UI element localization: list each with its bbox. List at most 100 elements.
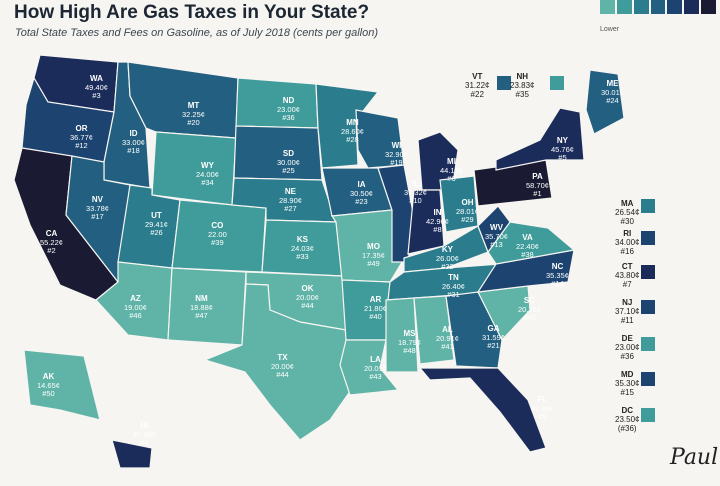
state-tax: 19.00¢ [124, 302, 147, 312]
state-tax: 33.00¢ [122, 137, 145, 147]
state-abbr: OK [301, 284, 314, 293]
state-label-ok: OK 20.00¢ #44 [296, 284, 319, 311]
state-ms [385, 297, 419, 373]
state-rank: #23 [355, 197, 368, 206]
state-label-nv: NV 33.78¢ #17 [86, 195, 109, 222]
state-tax: 28.90¢ [279, 195, 302, 205]
state-tax: 55.22¢ [40, 237, 63, 247]
state-abbr: MT [187, 101, 200, 110]
state-label-nd: ND 23.00¢ #36 [277, 96, 300, 123]
state-tax: 20.00¢ [296, 292, 319, 302]
state-ak [23, 349, 101, 421]
state-abbr: OH [461, 198, 474, 207]
state-rank: #25 [282, 166, 295, 175]
state-label-ky: KY 26.00¢ #32 [436, 245, 459, 272]
state-label-ma: MA 26.54¢ #30 [615, 199, 639, 226]
state-tax: 26.00¢ [436, 253, 459, 263]
state-abbr: KY [441, 245, 454, 254]
state-label-de: DE 23.00¢ #36 [615, 334, 639, 361]
state-label-nj: NJ 37.10¢ #11 [615, 298, 639, 325]
state-rank: #29 [461, 215, 474, 224]
state-abbr: NM [195, 294, 208, 303]
state-abbr: PA [532, 172, 543, 181]
state-tax: 30.01¢ [601, 87, 624, 97]
state-rank: #26 [150, 228, 163, 237]
state-rank: #38 [521, 250, 534, 259]
state-label-ne: NE 28.90¢ #27 [279, 187, 302, 214]
state-abbr: DE [621, 334, 633, 343]
state-rank: #15 [620, 388, 634, 397]
state-label-ri: RI 34.00¢ #16 [615, 229, 639, 256]
state-rank: #32 [441, 262, 454, 271]
state-label-tx: TX 20.00¢ #44 [271, 353, 294, 380]
state-rank: #13 [490, 240, 503, 249]
state-label-in: IN 42.90¢ #8 [426, 208, 449, 235]
state-label-hi: HI 47.88¢ #4 [133, 421, 156, 448]
state-rank: #44 [276, 370, 289, 379]
state-abbr: VA [522, 233, 533, 242]
state-rank: #19 [390, 158, 403, 167]
state-label-oh: OH 28.01¢ #29 [456, 198, 479, 225]
state-rank: #35 [515, 90, 529, 99]
state-abbr: IL [411, 179, 420, 188]
state-label-id: ID 33.00¢ #18 [122, 129, 145, 156]
state-ny [495, 107, 585, 171]
state-rank: #7 [622, 280, 632, 289]
state-label-pa: PA 58.70¢ #1 [526, 172, 549, 199]
state-abbr: RI [623, 229, 632, 238]
state-rank: #39 [211, 238, 224, 247]
state-tax: 31.59¢ [482, 332, 505, 342]
state-al [413, 295, 455, 365]
state-abbr: ND [282, 96, 295, 105]
state-abbr: NC [551, 262, 564, 271]
state-rank: (#36) [617, 424, 637, 433]
state-rank: #18 [127, 146, 140, 155]
state-label-nm: NM 18.88¢ #47 [190, 294, 213, 321]
legend-swatch [684, 0, 700, 14]
state-label-ar: AR 21.80¢ #40 [364, 295, 387, 322]
state-mi [417, 131, 459, 191]
state-rank: #12 [75, 141, 88, 150]
legend-swatch [600, 0, 615, 14]
state-label-mn: MN 28.60¢ #28 [341, 118, 364, 145]
state-label-ia: IA 30.50¢ #23 [350, 180, 373, 207]
state-tax: 18.88¢ [190, 302, 213, 312]
map-subtitle: Total State Taxes and Fees on Gasoline, … [15, 27, 379, 39]
state-rank: #14 [551, 279, 564, 288]
state-swatch-vt [497, 76, 511, 90]
state-swatch-md [641, 372, 655, 386]
state-tax: 33.78¢ [86, 203, 109, 213]
state-abbr: MI [447, 157, 456, 166]
state-rank: #11 [620, 316, 634, 325]
state-rank: #50 [42, 389, 55, 398]
state-tax: 42.90¢ [426, 216, 449, 226]
state-rank: #40 [369, 312, 382, 321]
state-abbr: LA [370, 355, 381, 364]
state-tax: 36.77¢ [70, 132, 93, 142]
state-tax: 45.76¢ [551, 144, 574, 154]
state-label-wy: WY 24.00¢ #34 [196, 161, 219, 188]
state-tax: 18.79¢ [398, 337, 421, 347]
state-swatch-nj [641, 300, 655, 314]
state-abbr: IN [433, 208, 442, 217]
state-abbr: NJ [622, 298, 633, 307]
state-label-il: IL 37.32¢ #10 [404, 179, 427, 206]
state-abbr: FL [537, 395, 548, 404]
state-rank: #21 [487, 341, 500, 350]
state-rank: #5 [558, 153, 567, 162]
state-rank: #4 [140, 438, 149, 447]
state-abbr: WY [201, 161, 214, 170]
state-swatch-ct [641, 265, 655, 279]
state-rank: #47 [195, 311, 208, 320]
state-rank: #28 [346, 135, 359, 144]
state-tax: 28.60¢ [341, 126, 364, 136]
state-tax: 21.80¢ [364, 303, 387, 313]
legend-swatch [667, 0, 683, 14]
state-tax: 20.91¢ [436, 333, 459, 343]
state-label-sd: SD 30.00¢ #25 [277, 149, 300, 176]
state-label-va: VA 22.40¢ #38 [516, 233, 539, 260]
state-label-ms: MS 18.79¢ #48 [398, 329, 421, 356]
state-tax: 23.50¢ [615, 415, 640, 424]
state-abbr: GA [487, 324, 500, 333]
